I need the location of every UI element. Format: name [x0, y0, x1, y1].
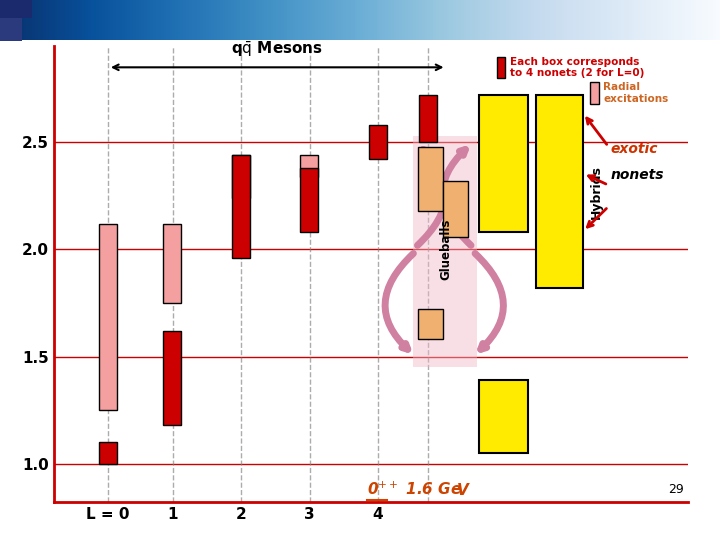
Bar	[163, 331, 181, 425]
Text: 1 +−: 1 +−	[539, 186, 570, 196]
Text: 1 ++: 1 ++	[539, 206, 570, 215]
Text: Glueballs: Glueballs	[439, 219, 453, 280]
Bar	[418, 309, 443, 339]
Text: 2 ⁻+: 2 ⁻+	[482, 114, 513, 127]
Text: q$\bar{\rm q}$ Mesons: q$\bar{\rm q}$ Mesons	[231, 39, 323, 59]
Text: 29: 29	[668, 483, 684, 496]
Bar	[497, 57, 505, 78]
Text: 0 ++: 0 ++	[482, 389, 517, 402]
Bar	[369, 125, 387, 159]
Bar	[163, 224, 181, 303]
Text: exotic: exotic	[611, 143, 658, 156]
Text: 0 +−: 0 +−	[539, 225, 570, 235]
Bar	[413, 136, 477, 367]
Bar	[590, 82, 599, 104]
Text: 2 −+: 2 −+	[539, 129, 570, 138]
Bar	[479, 380, 528, 453]
Bar	[479, 95, 528, 232]
Text: 1 −+: 1 −+	[539, 167, 570, 177]
Bar	[232, 155, 250, 258]
Bar	[99, 442, 117, 464]
Bar	[99, 224, 117, 410]
Bar	[300, 168, 318, 232]
Text: 2 +−: 2 +−	[539, 109, 570, 119]
Text: nonets: nonets	[611, 168, 664, 182]
Text: Each box corresponds
to 4 nonets (2 for L=0): Each box corresponds to 4 nonets (2 for …	[510, 57, 644, 78]
Bar	[300, 155, 318, 177]
Bar	[443, 181, 468, 237]
Text: 0 ⁻+: 0 ⁻+	[482, 153, 513, 167]
Text: 1 −−: 1 −−	[539, 147, 570, 158]
Bar	[419, 95, 437, 143]
Text: 2 ++: 2 ++	[482, 193, 517, 206]
Bar	[418, 146, 443, 211]
Bar	[0, 18, 22, 40]
Text: V: V	[457, 483, 469, 498]
Text: Hybrids: Hybrids	[590, 165, 603, 219]
Text: 0$^{++}$ 1.6 Ge: 0$^{++}$ 1.6 Ge	[367, 481, 462, 498]
Bar	[0, 0, 32, 18]
Text: Radial
excitations: Radial excitations	[603, 82, 669, 104]
Bar	[536, 95, 583, 288]
Text: 0 −+: 0 −+	[539, 244, 570, 254]
Bar	[232, 155, 250, 198]
